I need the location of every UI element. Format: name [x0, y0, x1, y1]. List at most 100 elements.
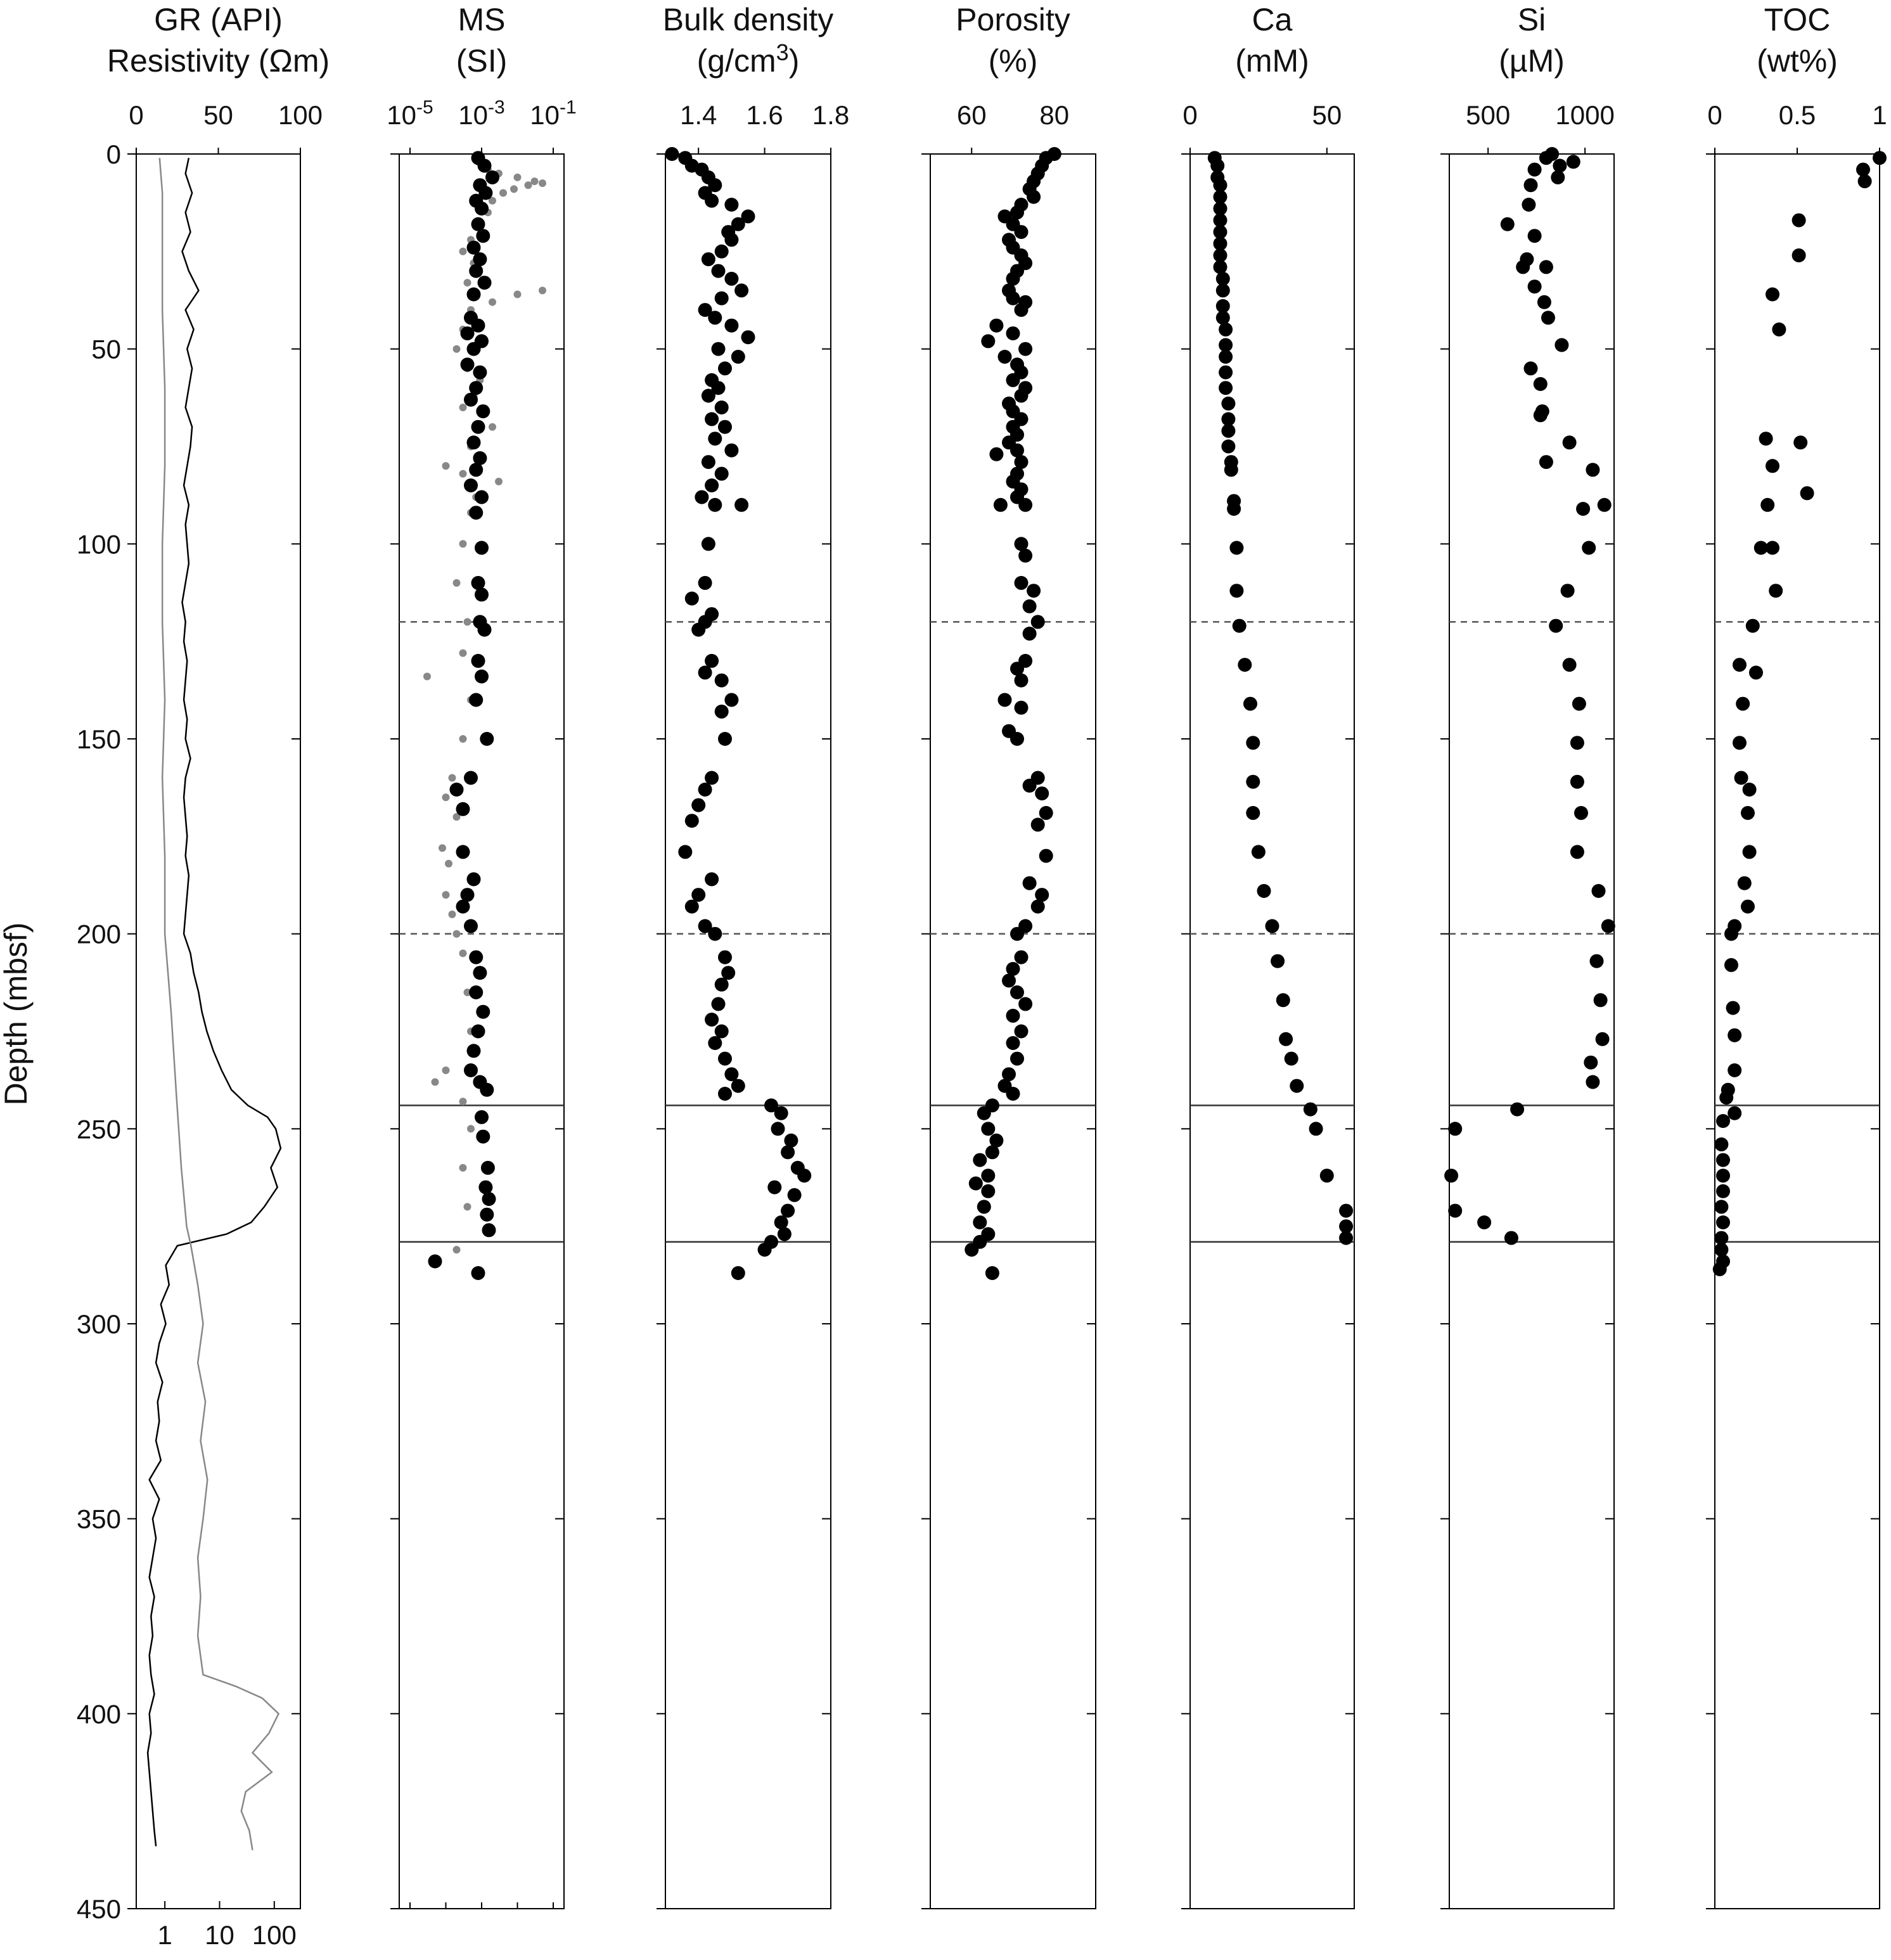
data-point [1873, 151, 1887, 165]
data-point [1284, 1051, 1298, 1066]
x-tick-label: 1.6 [746, 100, 783, 130]
data-point [442, 891, 450, 899]
panel-subtitle-end: ) [789, 43, 800, 79]
data-point [1574, 805, 1588, 820]
depth-tick-label: 250 [77, 1114, 121, 1144]
data-point [539, 179, 546, 188]
data-point [1030, 817, 1045, 832]
data-point [714, 1024, 729, 1039]
data-point [475, 490, 489, 504]
data-point [1742, 783, 1757, 797]
depth-tick-label: 450 [77, 1894, 121, 1924]
panel-6: Si (µM) 500 1000 [1440, 2, 1615, 1909]
data-point [1714, 1137, 1729, 1151]
data-point [1527, 279, 1542, 294]
data-point [701, 537, 715, 551]
data-point [1593, 993, 1608, 1008]
data-point [977, 1200, 991, 1214]
data-point [1766, 541, 1779, 555]
panel-frame [930, 153, 1096, 1909]
data-point [466, 872, 481, 887]
data-point [1500, 217, 1515, 231]
data-point [1716, 1184, 1730, 1198]
data-point [1215, 311, 1230, 325]
x-tick-label: 80 [1039, 100, 1069, 130]
depth-tick-label: 100 [77, 529, 121, 559]
data-point [1006, 962, 1020, 976]
data-point [466, 287, 481, 302]
x-tick-label: 100 [278, 100, 323, 130]
data-point [1022, 876, 1037, 890]
data-point [1772, 322, 1786, 336]
data-point [1523, 361, 1538, 376]
data-point [1010, 1051, 1024, 1066]
panel-title: Porosity [956, 2, 1070, 37]
data-point [1018, 548, 1033, 563]
data-point [1213, 178, 1228, 193]
series-line-1 [146, 157, 282, 1847]
data-point [1039, 805, 1053, 820]
data-point [476, 1004, 490, 1019]
data-point [981, 1169, 996, 1183]
data-point [1539, 260, 1553, 274]
data-point [1243, 696, 1257, 711]
data-point [1279, 1032, 1293, 1046]
data-point [705, 872, 719, 887]
data-point [724, 693, 739, 707]
data-point [714, 704, 729, 719]
data-point [482, 1223, 496, 1238]
data-point [1857, 174, 1872, 189]
data-point [1726, 1001, 1740, 1015]
data-point [1584, 1055, 1598, 1070]
data-point [684, 899, 699, 914]
x-tick-label: 10-3 [458, 97, 504, 130]
data-point [1737, 876, 1752, 890]
data-point [1246, 774, 1260, 789]
data-point [1591, 884, 1606, 898]
data-point [1766, 459, 1779, 473]
depth-tick-label: 150 [77, 724, 121, 754]
data-point [1014, 537, 1029, 551]
data-point [771, 1122, 785, 1136]
data-point [1572, 696, 1586, 711]
data-point [1570, 774, 1584, 789]
data-point [1769, 584, 1783, 598]
data-point [448, 774, 456, 782]
data-point [678, 845, 693, 859]
data-point [695, 490, 709, 504]
data-point [1792, 213, 1806, 227]
data-point [463, 1203, 471, 1211]
data-point [1339, 1231, 1354, 1245]
panel-7: TOC (wt%) 0 0.5 1 [1706, 2, 1887, 1909]
data-point [1733, 658, 1747, 672]
data-point [734, 283, 749, 298]
data-point [981, 1122, 996, 1136]
data-point [524, 181, 532, 189]
x-tick-label: 1 [1872, 100, 1887, 130]
data-point [499, 189, 507, 197]
data-point [428, 1254, 442, 1269]
data-point [701, 388, 715, 403]
data-point [1793, 435, 1808, 450]
data-point [724, 443, 739, 458]
data-point [1010, 662, 1024, 676]
data-point [471, 217, 485, 231]
panel-subtitle: Resistivity (Ωm) [107, 43, 330, 79]
data-point [1516, 260, 1530, 274]
panel-5: Ca (mM) 0 50 [1181, 2, 1355, 1909]
depth-tick-label: 200 [77, 919, 121, 949]
data-point [423, 672, 431, 681]
data-point [469, 381, 484, 395]
data-point [1549, 618, 1563, 633]
data-point [1030, 615, 1045, 629]
panel-subtitle: (SI) [456, 43, 508, 79]
data-point [1527, 229, 1542, 243]
data-point [463, 279, 471, 287]
data-point [977, 1106, 991, 1120]
depth-tick-label: 350 [77, 1504, 121, 1534]
data-point [452, 579, 461, 587]
data-point [480, 732, 494, 746]
data-point [1736, 696, 1750, 711]
data-point [1741, 805, 1755, 820]
data-point [1753, 541, 1768, 555]
